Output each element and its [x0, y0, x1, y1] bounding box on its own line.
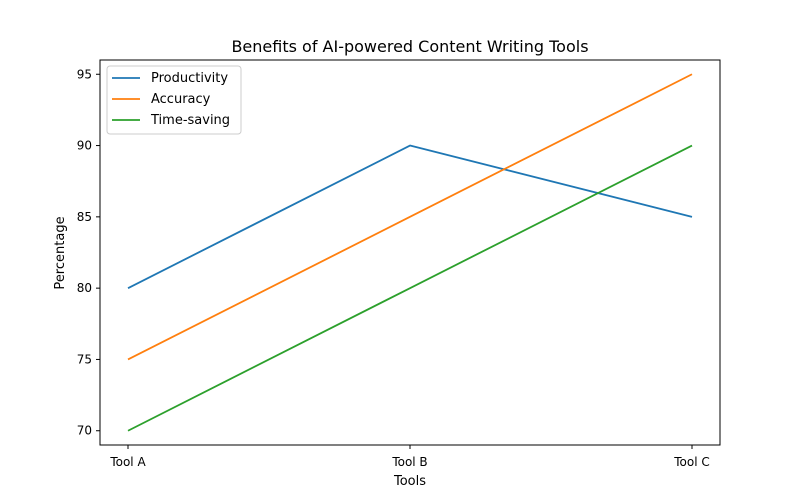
y-tick-label: 75	[77, 352, 92, 366]
legend-label-accuracy: Accuracy	[151, 92, 211, 107]
legend-label-productivity: Productivity	[151, 71, 228, 86]
y-tick-label: 85	[77, 210, 92, 224]
x-tick-label: Tool C	[673, 455, 710, 469]
legend-box	[106, 65, 242, 135]
y-tick-label: 80	[77, 281, 92, 295]
y-tick-label: 90	[77, 139, 92, 153]
series-lines	[127, 73, 693, 432]
y-tick-label: 70	[77, 424, 92, 438]
x-tick-label: Tool B	[391, 455, 427, 469]
legend: Productivity Accuracy Time-saving	[106, 65, 242, 135]
series-line-accuracy	[127, 73, 693, 361]
legend-label-time-saving: Time-saving	[150, 113, 230, 128]
x-tick-label: Tool A	[109, 455, 146, 469]
x-axis: Tool A Tool B Tool C	[109, 445, 710, 469]
y-axis: 70 75 80 85 90 95	[77, 67, 100, 438]
series-line-time-saving	[127, 144, 693, 432]
y-tick-label: 95	[77, 67, 92, 81]
y-axis-title: Percentage	[53, 216, 68, 289]
x-axis-title: Tools	[393, 474, 426, 489]
chart-title: Benefits of AI-powered Content Writing T…	[231, 37, 588, 56]
